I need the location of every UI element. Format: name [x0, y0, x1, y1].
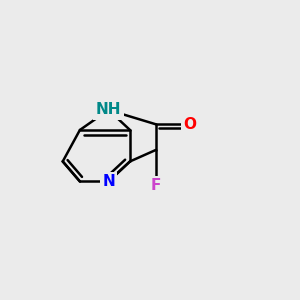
- Text: NH: NH: [96, 102, 121, 117]
- Text: O: O: [184, 117, 196, 132]
- Text: F: F: [151, 178, 161, 193]
- Text: N: N: [102, 174, 115, 189]
